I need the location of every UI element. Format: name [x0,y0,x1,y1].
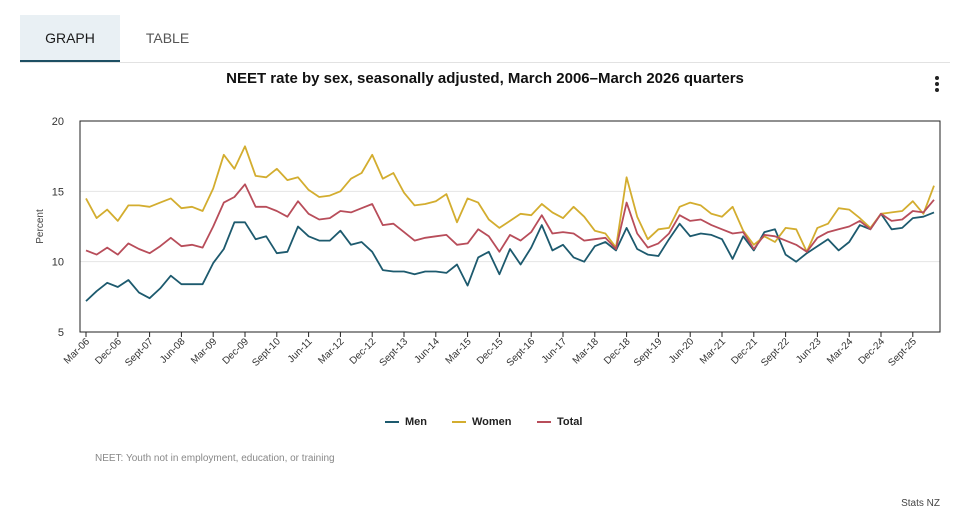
y-tick-label: 15 [52,186,64,198]
legend-item-men[interactable]: Men [385,416,427,428]
legend-label: Women [472,416,512,428]
x-tick-label: Dec-18 [602,336,633,367]
tab-bar: GRAPH TABLE [20,15,950,63]
x-tick-label: Sept-25 [886,336,919,369]
x-tick-label: Jun-17 [540,336,570,366]
x-tick-label: Dec-12 [348,336,379,367]
y-axis-label: Percent [35,209,46,244]
more-options-icon[interactable] [930,74,944,94]
x-tick-label: Jun-20 [667,336,697,366]
x-tick-label: Sept-07 [123,336,156,369]
tab-table[interactable]: TABLE [145,30,190,46]
source-credit: Stats NZ [901,498,940,509]
y-tick-label: 10 [52,257,64,269]
legend-swatch [452,421,466,424]
x-tick-label: Mar-18 [571,336,601,366]
series-line-men [85,211,935,302]
series-line-total [85,183,935,256]
footnote: NEET: Youth not in employment, education… [95,453,335,464]
x-tick-label: Dec-24 [857,336,888,367]
x-tick-label: Jun-08 [158,336,188,366]
x-tick-label: Sept-22 [759,336,792,369]
x-tick-label: Mar-21 [698,336,728,366]
y-tick-label: 20 [52,116,64,128]
x-tick-label: Mar-09 [189,336,219,366]
x-tick-label: Sept-13 [378,336,411,369]
chart-title: NEET rate by sex, seasonally adjusted, M… [226,70,744,87]
legend-item-women[interactable]: Women [452,416,512,428]
x-tick-label: Dec-06 [93,336,124,367]
x-tick-label: Mar-15 [444,336,474,366]
legend-item-total[interactable]: Total [537,416,582,428]
x-tick-label: Jun-14 [413,336,443,366]
x-tick-label: Mar-12 [316,336,346,366]
x-tick-label: Sept-10 [250,336,283,369]
x-tick-label: Dec-15 [475,336,506,367]
series-line-women [85,145,935,253]
x-tick-label: Jun-11 [286,336,315,365]
x-tick-label: Sept-16 [505,336,538,369]
legend-swatch [385,421,399,424]
tab-graph[interactable]: GRAPH [20,15,120,62]
y-tick-label: 5 [58,327,64,339]
x-tick-label: Mar-06 [62,336,92,366]
legend-swatch [537,421,551,424]
legend-label: Total [557,416,583,428]
x-tick-label: Sept-19 [632,336,665,369]
x-tick-label: Mar-24 [825,336,855,366]
legend-label: Men [405,416,427,428]
plot-frame [79,120,941,333]
x-tick-label: Dec-21 [729,336,760,367]
x-tick-label: Jun-23 [794,336,824,366]
x-tick-label: Dec-09 [221,336,252,367]
chart-legend: Men Women Total [0,416,956,432]
